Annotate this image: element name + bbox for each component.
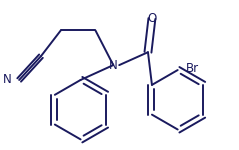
- Text: N: N: [2, 74, 11, 86]
- Text: O: O: [147, 12, 157, 26]
- Text: N: N: [109, 59, 118, 72]
- Text: Br: Br: [186, 61, 199, 75]
